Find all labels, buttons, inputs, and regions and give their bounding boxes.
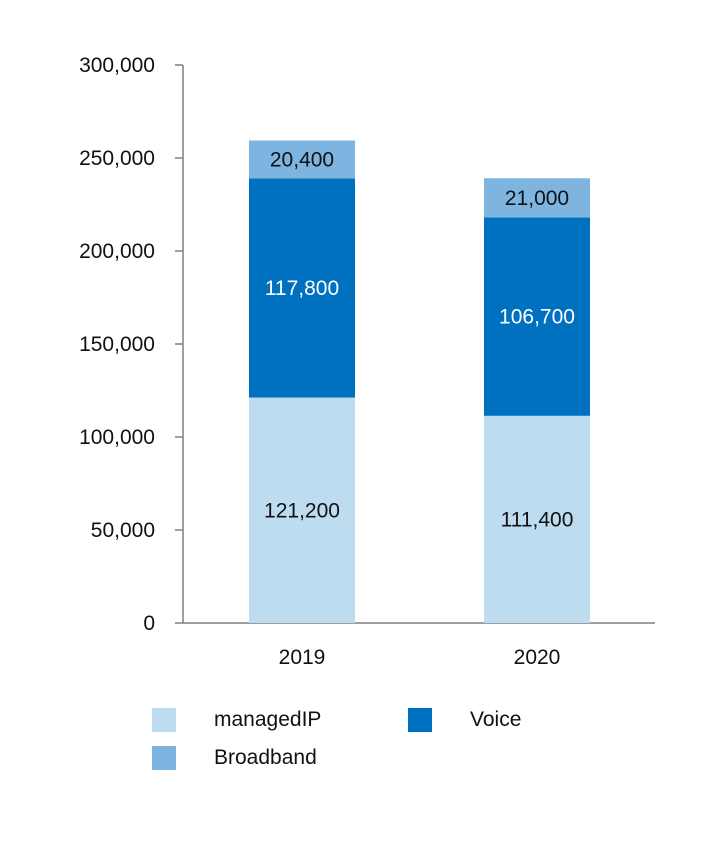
- bar-segment-broadband: [484, 178, 590, 218]
- y-tick-label: 50,000: [91, 519, 155, 542]
- data-label-broadband: 21,000: [505, 187, 569, 210]
- bar-segment-voice: [249, 178, 355, 398]
- y-tick-label: 150,000: [79, 333, 155, 356]
- data-label-broadband: 20,400: [270, 148, 334, 171]
- data-labels: 121,200 117,800 20,400 111,400 106,700 21,000: [264, 148, 575, 531]
- bar-segment-broadband: [249, 140, 355, 179]
- data-label-voice: 117,800: [265, 277, 339, 300]
- y-tick-label: 300,000: [79, 54, 155, 77]
- bar-segment-managedip: [484, 415, 590, 623]
- x-tick-label: 2019: [279, 646, 326, 669]
- y-tick-label: 100,000: [79, 426, 155, 449]
- data-label-managedip: 121,200: [264, 499, 340, 522]
- y-tick-label: 200,000: [79, 240, 155, 263]
- bars: [249, 140, 590, 623]
- x-axis: 2019 2020: [183, 622, 655, 669]
- data-label-voice: 106,700: [499, 306, 575, 329]
- data-label-managedip: 111,400: [501, 508, 574, 531]
- x-tick-label: 2020: [514, 646, 561, 669]
- bar-segment-voice: [484, 217, 590, 416]
- bar-segment-managedip: [249, 397, 355, 623]
- y-tick-label: 250,000: [79, 147, 155, 170]
- y-axis: 0 50,000 100,000 150,000 200,000 250,000 300,0…: [79, 54, 184, 635]
- y-tick-label: 0: [143, 612, 155, 635]
